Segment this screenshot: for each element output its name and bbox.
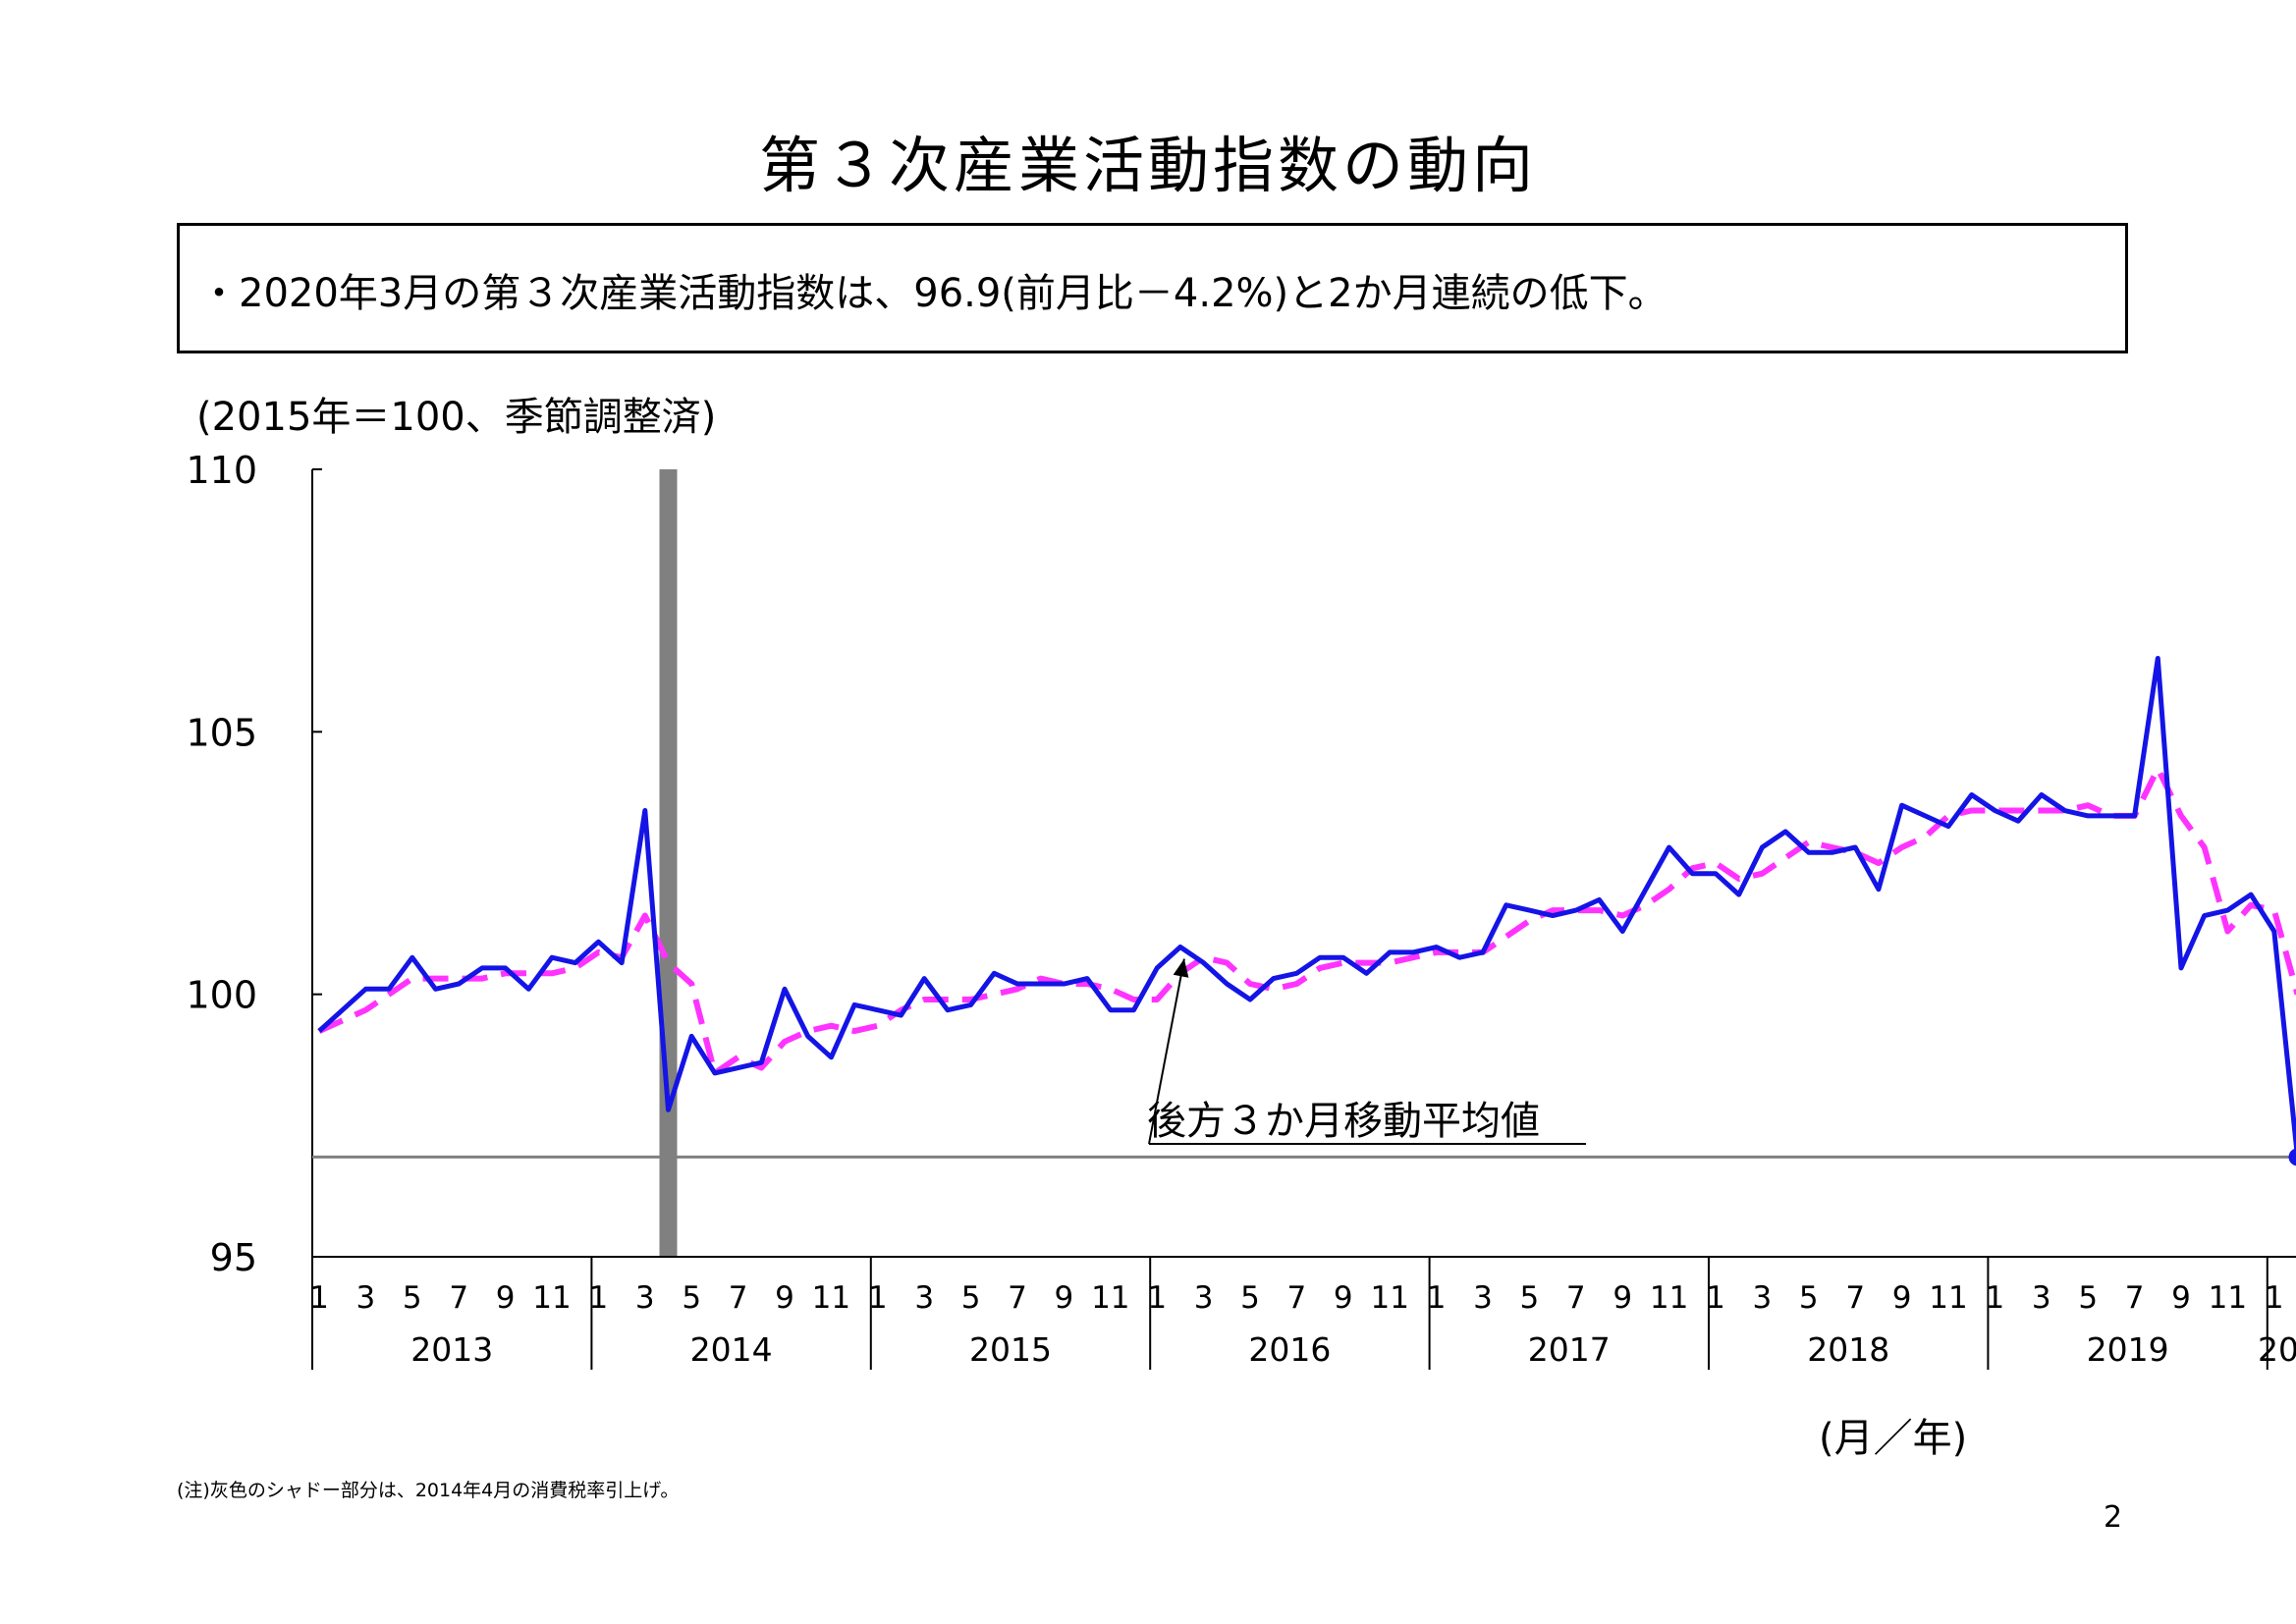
annotation-arrow-head — [1173, 958, 1189, 978]
month-tick-label: 1 — [868, 1280, 888, 1316]
year-label: 2019 — [2087, 1330, 2169, 1369]
month-tick-label: 11 — [1370, 1280, 1408, 1316]
month-tick-label: 1 — [2265, 1280, 2284, 1316]
month-tick-label: 9 — [1334, 1280, 1353, 1316]
month-tick-label: 5 — [1240, 1280, 1260, 1316]
month-tick-label: 5 — [403, 1280, 422, 1316]
annotation-label: 後方３か月移動平均値 — [1147, 1099, 1540, 1144]
month-tick-label: 1 — [589, 1280, 609, 1316]
month-tick-label: 1 — [1706, 1280, 1725, 1316]
month-tick-label: 11 — [1091, 1280, 1129, 1316]
moving-average-line — [317, 765, 2296, 1076]
month-tick-label: 9 — [2171, 1280, 2191, 1316]
last-value-marker — [2288, 1148, 2296, 1166]
month-tick-label: 7 — [1566, 1280, 1586, 1316]
month-tick-label: 7 — [1287, 1280, 1307, 1316]
shade-bar — [659, 469, 678, 1257]
year-label: 2014 — [690, 1330, 773, 1369]
month-tick-label: 3 — [356, 1280, 376, 1316]
y-tick-label: 110 — [186, 449, 257, 492]
month-tick-label: 5 — [682, 1280, 701, 1316]
month-tick-label: 11 — [2209, 1280, 2247, 1316]
page-number: 2 — [2104, 1500, 2123, 1535]
series-layer — [317, 656, 2296, 1166]
year-label: 2017 — [1528, 1330, 1611, 1369]
y-tick-label: 95 — [210, 1236, 257, 1279]
summary-text: ・2020年3月の第３次産業活動指数は、96.9(前月比－4.2%)と2か月連続… — [199, 271, 1667, 316]
shade-layer — [659, 469, 678, 1257]
x-axis-unit-label: (月／年) — [1819, 1416, 1968, 1461]
index-line — [317, 656, 2296, 1158]
footnote: (注)灰色のシャドー部分は、2014年4月の消費税率引上げ。 — [177, 1480, 680, 1501]
month-tick-label: 5 — [961, 1280, 981, 1316]
page-title: 第３次産業活動指数の動向 — [758, 130, 1537, 201]
month-tick-label: 1 — [1427, 1280, 1447, 1316]
year-label: 2016 — [1248, 1330, 1331, 1369]
month-tick-label: 9 — [1055, 1280, 1074, 1316]
month-tick-label: 5 — [1799, 1280, 1819, 1316]
year-label: 2015 — [969, 1330, 1052, 1369]
month-tick-label: 9 — [1892, 1280, 1912, 1316]
year-label: 2013 — [410, 1330, 493, 1369]
y-axis-unit-label: (2015年＝100、季節調整済) — [196, 395, 717, 440]
month-tick-label: 7 — [449, 1280, 468, 1316]
month-tick-label: 9 — [1613, 1280, 1632, 1316]
y-tick-label: 105 — [186, 711, 257, 754]
month-tick-label: 3 — [635, 1280, 655, 1316]
annotation-arrow-line — [1148, 958, 1185, 1145]
month-tick-label: 7 — [1008, 1280, 1027, 1316]
year-label: 2020 — [2258, 1330, 2296, 1369]
month-tick-label: 3 — [1194, 1280, 1214, 1316]
month-tick-label: 3 — [1753, 1280, 1773, 1316]
month-tick-label: 11 — [1929, 1280, 1967, 1316]
month-tick-label: 5 — [2078, 1280, 2098, 1316]
month-tick-label: 7 — [729, 1280, 748, 1316]
y-tick-label: 100 — [186, 974, 257, 1017]
month-tick-label: 11 — [532, 1280, 571, 1316]
year-label: 2018 — [1807, 1330, 1889, 1369]
month-tick-label: 5 — [1520, 1280, 1540, 1316]
month-tick-label: 1 — [309, 1280, 329, 1316]
month-tick-label: 3 — [914, 1280, 934, 1316]
month-tick-label: 7 — [1845, 1280, 1865, 1316]
summary-box: ・2020年3月の第３次産業活動指数は、96.9(前月比－4.2%)と2か月連続… — [177, 223, 2128, 353]
month-tick-label: 1 — [1147, 1280, 1167, 1316]
label-layer: 96.9後方３か月移動平均値 — [1147, 958, 1586, 1145]
month-tick-label: 3 — [2032, 1280, 2051, 1316]
month-tick-label: 11 — [812, 1280, 850, 1316]
month-tick-label: 9 — [496, 1280, 516, 1316]
month-tick-label: 7 — [2125, 1280, 2145, 1316]
month-tick-label: 11 — [1650, 1280, 1688, 1316]
month-tick-label: 9 — [775, 1280, 794, 1316]
month-tick-label: 3 — [1473, 1280, 1493, 1316]
month-tick-label: 1 — [1986, 1280, 2005, 1316]
